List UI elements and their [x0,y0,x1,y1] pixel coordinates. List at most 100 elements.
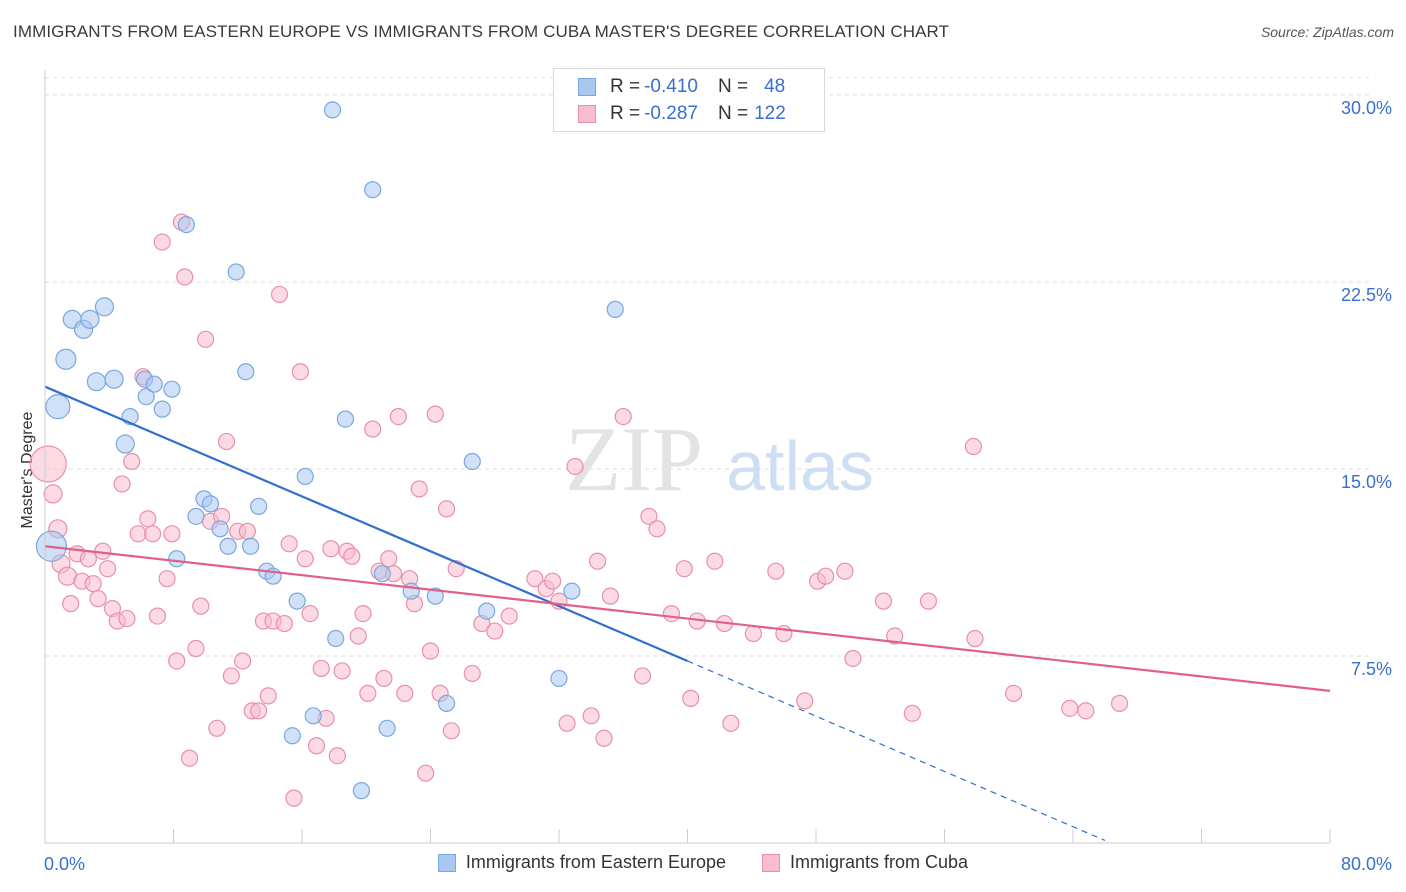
data-point [79,550,97,568]
data-point [903,704,921,722]
data-point [595,729,613,747]
y-tick-label: 15.0% [1341,472,1392,492]
data-point [238,522,256,540]
data-point [558,714,576,732]
data-point [744,624,762,643]
data-point [227,263,245,281]
legend-n-label: N = [717,103,749,124]
data-point [706,552,724,570]
data-point [1061,699,1079,717]
data-point [237,363,255,381]
data-point [304,707,322,725]
correlation-legend: R = -0.410 N = 48 R = -0.287 N = 122 [553,68,825,132]
data-point [296,550,314,568]
data-point [373,565,391,583]
data-point [145,375,163,393]
data-point [177,216,195,234]
data-point [86,372,107,392]
data-point [437,500,456,518]
data-point [118,609,136,628]
data-point [99,560,117,578]
data-point [817,567,835,585]
data-point [187,639,205,658]
data-point [328,747,346,765]
data-point [349,627,367,645]
legend-item-cuba[interactable]: Immigrants from Cuba [762,852,968,873]
data-point [417,764,435,782]
data-point [144,525,162,543]
chart-title: IMMIGRANTS FROM EASTERN EUROPE VS IMMIGR… [13,22,950,41]
data-point [104,369,124,389]
trend-line-extension [687,660,1106,842]
legend-swatch [437,853,456,872]
data-point [333,662,351,680]
data-point [648,520,666,538]
data-point [886,627,904,645]
legend-label: Immigrants from Eastern Europe [465,852,727,872]
legend-swatch [762,853,781,872]
data-point [1110,694,1129,712]
data-point [836,562,854,580]
data-point [396,684,414,702]
legend-item-eastern-europe[interactable]: Immigrants from Eastern Europe [437,852,727,873]
legend-n-value: 48 [764,76,786,97]
data-point [964,437,983,456]
data-point [280,535,298,553]
data-point [137,388,155,406]
data-point [94,297,115,317]
series-cuba [29,213,1129,807]
data-point [80,309,100,329]
legend-r-label: R = [610,76,641,97]
data-point [722,714,740,732]
data-point [242,537,260,555]
data-point [288,592,306,610]
data-point [219,537,237,555]
data-point [463,452,481,471]
data-point [211,520,229,538]
trend-line-cuba [44,545,1331,692]
data-point [1004,684,1023,702]
data-point [402,582,420,600]
data-point [192,597,210,615]
data-point [115,434,135,454]
data-point [364,181,382,199]
data-point [380,550,398,568]
data-point [163,380,181,398]
data-point [442,722,460,740]
data-point [176,268,194,286]
axes [44,70,1331,844]
legend-row-eastern-europe: R = -0.410 N = 48 [578,75,785,99]
data-point [410,480,428,498]
data-point [767,562,785,580]
data-point [322,540,340,558]
watermark-zip: ZIP [565,408,703,510]
data-point [187,507,205,525]
data-point [312,659,330,678]
legend-label: Immigrants from Cuba [790,852,969,872]
data-point [250,497,268,515]
data-point [874,592,893,610]
data-point [291,363,309,381]
data-point [250,702,268,720]
legend-n-value: 122 [754,103,786,124]
data-point [378,719,396,737]
legend-r-value: -0.287 [644,103,698,124]
data-point [45,394,71,420]
data-point [919,592,938,610]
data-point [283,727,301,745]
data-point [307,737,326,755]
data-point [437,694,456,712]
data-point [354,604,372,623]
data-point [197,330,215,348]
data-point [89,590,107,608]
data-point [168,550,186,568]
data-point [285,789,303,807]
data-point [500,607,518,625]
data-point [158,570,176,588]
trend-line-eastern-europe [44,385,688,662]
data-point [222,667,240,685]
y-tick-label: 30.0% [1341,98,1392,118]
data-point [601,587,620,605]
data-point [55,348,77,370]
data-point [139,510,157,528]
